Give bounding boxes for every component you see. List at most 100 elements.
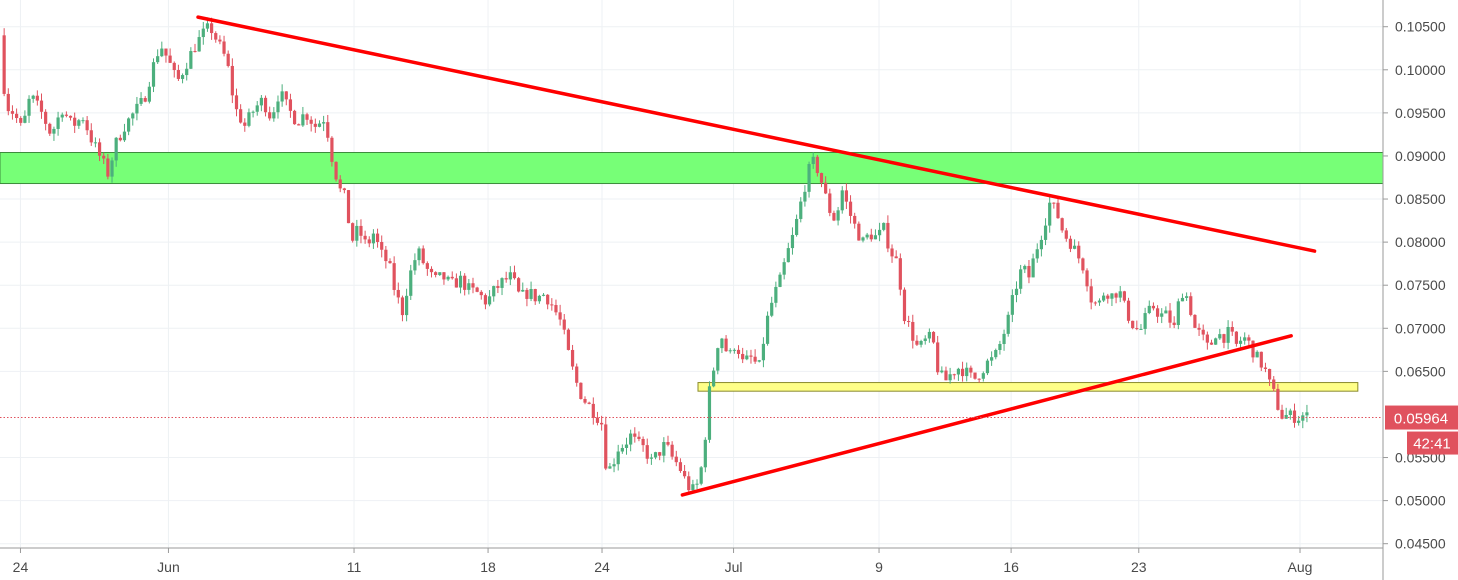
candle-body <box>160 48 164 57</box>
candle-body <box>1305 412 1309 416</box>
candle-233 <box>969 365 973 378</box>
candle-135 <box>562 314 566 335</box>
candle-body <box>774 286 778 303</box>
candle-body <box>1122 291 1126 301</box>
candle-63 <box>263 95 268 117</box>
candle-body <box>815 156 819 174</box>
candle-172 <box>716 347 720 375</box>
candle-142 <box>591 397 595 425</box>
candle-body <box>645 445 649 459</box>
candle-body <box>662 442 666 456</box>
candle-209 <box>869 228 873 242</box>
candle-body <box>39 100 44 112</box>
candle-100 <box>417 246 421 266</box>
candle-body <box>1010 295 1014 315</box>
candle-body <box>205 23 210 29</box>
candle-body <box>60 114 64 118</box>
candle-body <box>1251 340 1255 358</box>
resistance-zone <box>0 152 1384 185</box>
candle-body <box>658 452 662 456</box>
trendline-upper[interactable] <box>196 15 1317 253</box>
candle-279 <box>1160 308 1164 324</box>
candle-283 <box>1176 298 1180 330</box>
candle-body <box>1052 202 1056 204</box>
x-tick-label: 24 <box>594 559 610 575</box>
candle-147 <box>612 458 616 473</box>
candle-body <box>1110 293 1114 299</box>
candle-248 <box>1031 253 1035 278</box>
candle-body <box>280 91 284 102</box>
candle-145 <box>604 416 608 471</box>
candle-198 <box>824 176 828 195</box>
candle-body <box>23 115 27 123</box>
trendline-lower[interactable] <box>680 334 1293 497</box>
candle-14 <box>60 112 64 122</box>
candle-77 <box>322 115 326 132</box>
candle-297 <box>1234 331 1239 347</box>
candle-body <box>492 286 496 297</box>
candle-body <box>517 278 521 292</box>
candle-150 <box>624 437 629 455</box>
candle-250 <box>1039 235 1043 257</box>
y-tick-label: 0.10500 <box>1395 19 1446 35</box>
candle-body <box>429 268 434 273</box>
candle-68 <box>284 91 288 106</box>
candle-215 <box>894 250 898 259</box>
candle-125 <box>521 282 525 292</box>
candle-body <box>135 103 139 114</box>
candle-42 <box>176 64 181 82</box>
candle-234 <box>973 372 977 380</box>
candle-body <box>1259 351 1263 368</box>
candle-body <box>699 467 703 484</box>
candle-4 <box>19 116 23 126</box>
candle-277 <box>1151 302 1156 311</box>
candle-body <box>14 113 19 119</box>
candle-body <box>629 433 633 445</box>
candle-body <box>52 128 56 134</box>
candle-body <box>803 191 807 202</box>
candle-59 <box>247 108 251 128</box>
candle-144 <box>600 415 604 431</box>
candle-259 <box>1077 241 1081 264</box>
candle-body <box>35 95 39 101</box>
candle-body <box>263 97 268 113</box>
candle-83 <box>346 190 351 224</box>
candle-body <box>10 111 15 114</box>
candle-39 <box>164 48 168 63</box>
candle-body <box>85 120 89 131</box>
candle-158 <box>658 451 662 461</box>
candle-256 <box>1064 227 1068 242</box>
candle-body <box>1222 334 1226 343</box>
candle-body <box>97 142 102 156</box>
candle-156 <box>649 453 653 465</box>
candle-body <box>1197 327 1201 330</box>
candle-280 <box>1164 306 1168 314</box>
candle-body <box>799 201 803 219</box>
candle-8 <box>35 90 39 106</box>
candle-body <box>1155 308 1160 317</box>
candle-7 <box>31 94 35 103</box>
candle-body <box>1297 420 1301 423</box>
candle-body <box>475 287 479 292</box>
candle-body <box>566 329 571 350</box>
candle-103 <box>429 266 434 278</box>
candle-body <box>176 70 181 79</box>
candle-body <box>840 190 844 211</box>
candle-body <box>450 276 454 279</box>
candle-body <box>931 331 936 343</box>
candle-159 <box>662 437 666 463</box>
candle-23 <box>97 138 102 162</box>
candle-body <box>2 35 6 94</box>
candle-254 <box>1056 197 1060 219</box>
candle-body <box>782 262 786 275</box>
candle-182 <box>757 359 761 363</box>
candle-260 <box>1081 257 1085 274</box>
candle-311 <box>1292 403 1297 428</box>
candle-308 <box>1280 404 1284 420</box>
candle-body <box>479 291 483 296</box>
candle-body <box>384 249 388 262</box>
candle-body <box>338 179 342 189</box>
candle-130 <box>541 293 546 297</box>
candle-170 <box>707 381 712 443</box>
